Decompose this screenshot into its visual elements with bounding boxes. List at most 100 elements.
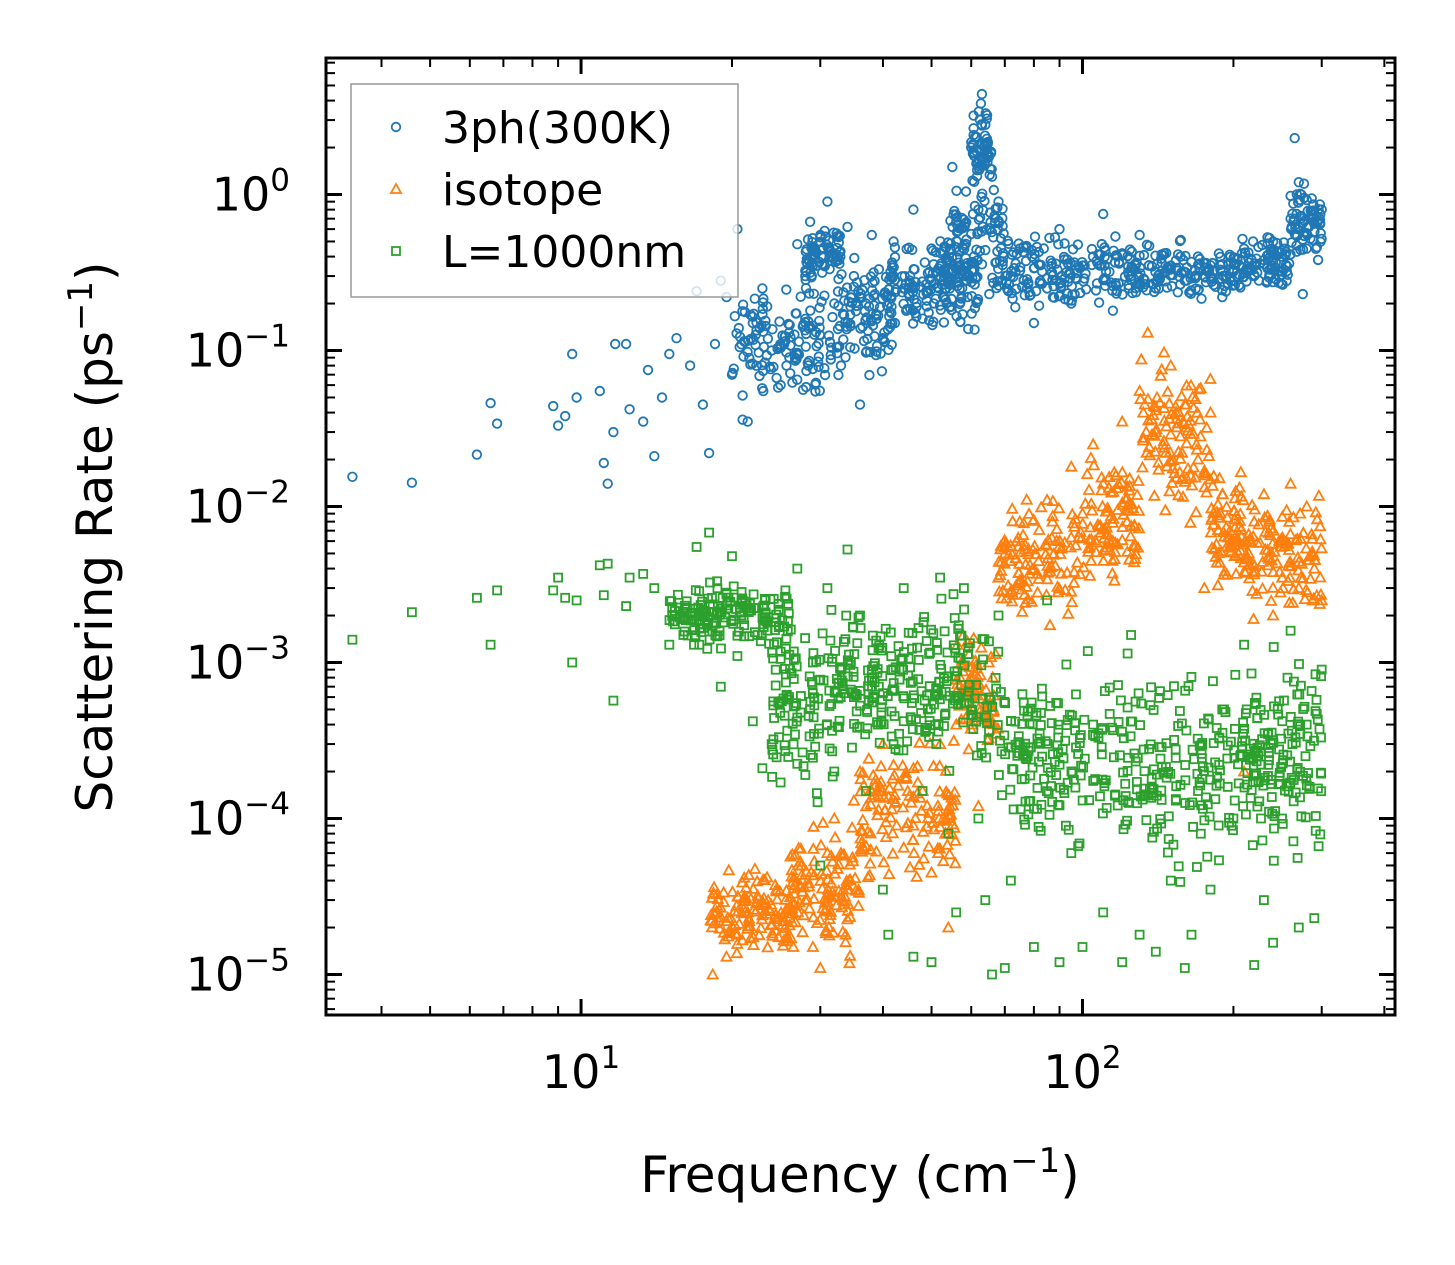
triangle-marker (832, 857, 846, 870)
square-marker (1222, 753, 1233, 764)
square-marker (727, 551, 737, 562)
circle-marker (1054, 278, 1066, 290)
circle-marker (966, 308, 977, 319)
triangle-marker (802, 876, 816, 889)
triangle-marker (1067, 520, 1081, 532)
triangle-marker (922, 839, 936, 852)
square-marker (1125, 731, 1136, 742)
triangle-marker (1211, 578, 1225, 591)
circle-marker (1295, 244, 1306, 256)
circle-marker (1017, 281, 1028, 292)
square-marker (1269, 823, 1279, 834)
square-marker (1255, 705, 1266, 715)
triangle-marker (1273, 585, 1287, 598)
square-marker (1117, 957, 1128, 967)
triangle-marker (717, 895, 731, 907)
square-marker (950, 647, 961, 658)
circle-marker (709, 338, 721, 350)
square-marker (1245, 752, 1256, 763)
square-marker (1082, 646, 1093, 656)
triangle-marker (792, 841, 806, 854)
triangle-marker (1245, 498, 1259, 511)
triangle-marker (874, 759, 888, 772)
circle-marker (1314, 199, 1326, 210)
triangle-marker (1224, 538, 1238, 551)
square-marker (1213, 820, 1224, 831)
square-marker (1019, 814, 1030, 825)
circle-marker (993, 263, 1004, 275)
triangle-marker (1300, 499, 1314, 512)
triangle-marker (1247, 514, 1261, 527)
triangle-marker (1157, 345, 1171, 358)
square-marker (953, 620, 964, 631)
square-marker (560, 592, 571, 603)
circle-marker (1180, 250, 1191, 262)
square-marker (780, 585, 791, 596)
square-marker (728, 581, 739, 592)
triangle-marker (1242, 571, 1256, 584)
triangle-marker (1144, 412, 1159, 425)
circle-marker (816, 250, 827, 262)
square-marker (1285, 756, 1295, 767)
square-marker (845, 660, 855, 670)
triangle-marker (1073, 567, 1087, 580)
triangle-marker (1298, 592, 1312, 604)
triangle-marker (743, 919, 757, 932)
circle-marker (937, 246, 948, 257)
square-marker (770, 680, 781, 691)
square-marker (746, 605, 757, 616)
triangle-marker (1206, 517, 1220, 530)
circle-marker (1301, 221, 1313, 233)
square-marker (905, 662, 915, 673)
circle-marker (969, 303, 981, 314)
square-marker (712, 576, 722, 587)
circle-marker (907, 287, 919, 298)
circle-marker (986, 226, 998, 238)
square-marker (912, 642, 923, 653)
triangle-marker (856, 813, 870, 825)
triangle-marker (1031, 585, 1045, 598)
circle-marker (671, 333, 682, 344)
triangle-marker (1183, 413, 1198, 426)
square-marker (1039, 774, 1049, 784)
square-marker (736, 610, 747, 621)
triangle-marker (1166, 453, 1180, 466)
circle-marker (1070, 272, 1081, 284)
square-marker (783, 608, 794, 619)
circle-marker (873, 264, 885, 275)
circle-marker (838, 334, 849, 345)
triangle-marker (875, 822, 889, 835)
triangle-marker (971, 799, 985, 811)
circle-marker (982, 143, 993, 155)
square-marker (739, 620, 749, 631)
square-marker (1171, 781, 1182, 792)
triangle-marker (1138, 397, 1152, 410)
triangle-marker (1044, 560, 1058, 572)
triangle-marker (800, 892, 814, 905)
triangle-marker (782, 918, 796, 931)
square-marker (959, 583, 969, 593)
y-axis-label: Scattering Rate (ps−1) (61, 261, 124, 812)
triangle-marker (856, 765, 870, 778)
triangle-marker (810, 916, 824, 928)
triangle-marker (814, 838, 828, 851)
circle-marker (1294, 188, 1306, 200)
square-marker (822, 719, 832, 730)
square-marker (993, 610, 1004, 621)
square-marker (984, 692, 995, 703)
triangle-marker (1016, 528, 1030, 540)
circle-marker (888, 236, 899, 247)
square-marker (919, 612, 929, 622)
square-marker (1238, 728, 1248, 739)
circle-marker (1254, 258, 1266, 269)
square-marker (598, 590, 609, 601)
circle-marker (790, 308, 801, 319)
square-marker (815, 674, 826, 685)
triangle-marker (1181, 461, 1195, 474)
square-marker (1204, 811, 1215, 822)
triangle-marker (1082, 540, 1096, 553)
triangle-marker (1032, 523, 1046, 535)
circle-marker (845, 342, 856, 353)
triangle-marker (1142, 440, 1156, 452)
circle-marker (1028, 317, 1040, 329)
